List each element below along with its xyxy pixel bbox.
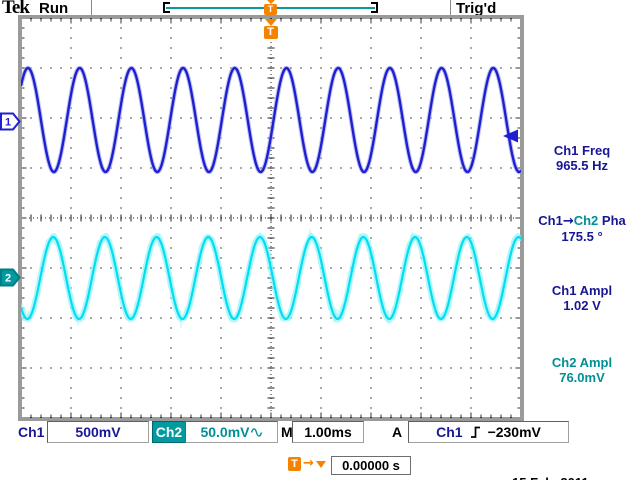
triangle-down-icon [264, 19, 277, 26]
ch1-label: Ch1 [18, 424, 45, 440]
measurement-label: Ch2 Ampl [551, 355, 613, 370]
bracket-right-icon [371, 2, 378, 13]
datetime: 15 Feb 2011 17:33:01 [512, 443, 589, 480]
tek-logo: Tek [2, 0, 30, 18]
measurement-label: Ch1 Freq [553, 143, 611, 158]
measurement-label: Ch1 Ampl [551, 283, 613, 298]
measurement: Ch1 Freq 965.5 Hz [525, 143, 639, 173]
measurement-value: 76.0mV [559, 370, 605, 385]
ch2-scale-readout: 50.0mV [185, 421, 278, 443]
channel-2-reference-marker: 2 [0, 268, 21, 287]
trigger-t-icon: T [263, 26, 278, 39]
bracket-left-icon [163, 2, 170, 13]
acquisition-state: Run [39, 0, 69, 17]
triangle-down-icon [316, 461, 326, 468]
measurement: Ch1→Ch2 Pha 175.5 ° [525, 213, 639, 244]
trigger-position-marker: T [264, 0, 277, 15]
rising-edge-icon [470, 426, 480, 438]
measurement-value: 1.02 V [563, 298, 601, 313]
timebase-readout: 1.00ms [292, 421, 364, 443]
delay-t-icon: T [288, 457, 301, 471]
svg-text:1: 1 [5, 117, 11, 129]
measurement: Ch1 Ampl 1.02 V [525, 283, 639, 313]
measurement-value: 175.5 ° [561, 229, 603, 244]
svg-text:2: 2 [5, 273, 11, 285]
channel-1-reference-marker: 1 [0, 112, 21, 131]
arrow-right-icon: → [303, 456, 314, 471]
ch2-scale-value: 50.0mV [200, 424, 250, 440]
measurement-label: Ch1→Ch2 Pha [538, 213, 626, 229]
delay-time-readout: 0.00000 s [331, 456, 411, 475]
trigger-t-icon: T [264, 4, 277, 15]
measurement: Ch2 Ampl 76.0mV [525, 355, 639, 385]
ch2-badge: Ch2 [152, 421, 186, 443]
trigger-source-label: A [392, 424, 403, 440]
triangle-down-icon [266, 0, 275, 4]
ac-waveform-icon [250, 428, 262, 437]
waveform-display [21, 18, 521, 418]
header-divider [450, 0, 451, 16]
header-divider [91, 0, 92, 16]
date: 15 Feb 2011 [512, 475, 589, 480]
trigger-source: Ch1 [436, 424, 463, 440]
trigger-readout: Ch1 −230mV [408, 421, 569, 443]
timebase-label: M [281, 424, 293, 440]
trigger-level-arrow-icon [503, 129, 518, 143]
trigger-time-marker: T [263, 19, 278, 39]
status-bar: Ch1 500mV Ch2 50.0mV M 1.00ms A Ch1 −230… [0, 421, 640, 445]
trigger-status: Trig'd [456, 0, 497, 17]
measurement-value: 965.5 Hz [555, 158, 609, 173]
graticule [18, 15, 524, 421]
ch1-scale-readout: 500mV [47, 421, 149, 443]
trigger-level: −230mV [487, 424, 541, 440]
